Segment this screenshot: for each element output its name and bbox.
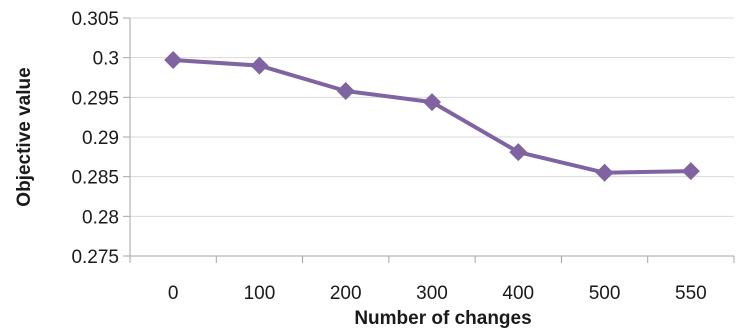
data-markers	[164, 51, 700, 182]
data-point-marker	[681, 162, 700, 181]
y-tick-label: 0.3	[93, 49, 119, 70]
x-tick-labels: 0 100 200 300 400 500 550	[168, 283, 707, 304]
y-tick-label: 0.295	[71, 88, 119, 109]
x-tick-label: 500	[589, 283, 621, 304]
data-point-marker	[164, 51, 183, 70]
data-point-marker	[595, 163, 614, 182]
data-point-marker	[423, 93, 441, 112]
axes	[123, 17, 735, 263]
x-tick-label: 550	[675, 283, 707, 304]
y-tick-label: 0.305	[71, 9, 119, 30]
x-tick-label: 0	[168, 283, 179, 304]
x-tick-label: 200	[330, 283, 362, 304]
series-line	[173, 58, 691, 175]
x-tick-label: 300	[416, 283, 448, 304]
series-line-path	[173, 58, 691, 175]
y-axis-title: Objective value	[14, 67, 35, 206]
y-tick-label: 0.29	[82, 128, 119, 149]
y-tick-labels: 0.305 0.3 0.295 0.29 0.285 0.28 0.275	[71, 9, 119, 268]
data-point-marker	[250, 56, 269, 75]
y-tick-label: 0.28	[82, 207, 119, 228]
x-tick-label: 400	[502, 283, 534, 304]
y-tick-label: 0.285	[71, 168, 119, 189]
y-tick-label: 0.275	[71, 247, 119, 268]
data-point-marker	[336, 81, 355, 100]
x-axis-title: Number of changes	[354, 308, 531, 329]
x-tick-label: 100	[244, 283, 276, 304]
gridlines	[130, 17, 734, 217]
data-point-marker	[509, 143, 528, 162]
